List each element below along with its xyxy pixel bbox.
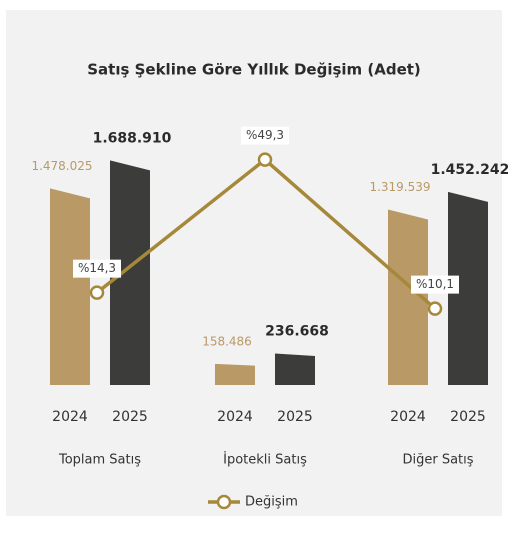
bar [388, 209, 428, 385]
bar [448, 191, 488, 385]
line-point [427, 301, 443, 316]
category-label: İpotekli Satış [223, 452, 307, 468]
chart-title: Satış Şekline Göre Yıllık Değişim (Adet) [87, 61, 421, 79]
bar [110, 160, 150, 385]
value-label: 158.486 [202, 334, 252, 348]
value-label: 1.688.910 [93, 130, 172, 146]
value-label: 1.452.242 [431, 162, 508, 178]
legend-label: Değişim [245, 495, 298, 510]
year-label: 2024 [390, 409, 426, 425]
value-label: 1.478.025 [31, 159, 92, 173]
year-label: 2025 [277, 409, 313, 425]
label-box [73, 259, 121, 278]
value-label: 236.668 [265, 324, 329, 340]
line-value-label: %10,1 [416, 277, 454, 291]
category-label: Diğer Satış [402, 453, 473, 468]
line-point [89, 285, 105, 300]
value-label: 1.319.539 [369, 180, 430, 194]
bar [275, 353, 315, 385]
legend-marker [216, 494, 232, 510]
year-label: 2025 [450, 409, 486, 425]
bar [50, 188, 90, 385]
label-box [241, 126, 289, 145]
line-value-label: %49,3 [246, 128, 284, 142]
year-label: 2024 [52, 409, 88, 425]
label-box [411, 275, 459, 294]
category-label: Toplam Satış [58, 453, 141, 468]
year-label: 2024 [217, 409, 253, 425]
bar [215, 363, 255, 385]
line-value-label: %14,3 [78, 261, 116, 275]
line-point [257, 152, 273, 167]
year-label: 2025 [112, 409, 148, 425]
